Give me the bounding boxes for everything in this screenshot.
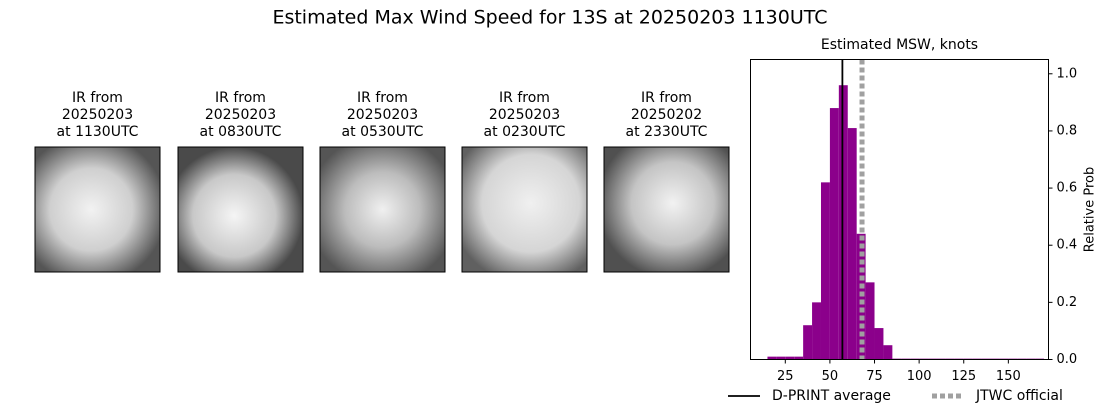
bar (874, 328, 884, 360)
y-tick-label: 1.0 (1057, 66, 1078, 81)
y-tick-label: 0.2 (1057, 295, 1078, 310)
panel-title: at 0830UTC (200, 124, 282, 140)
y-axis-label: Relative Prob (1083, 167, 1098, 252)
histogram-chart: Estimated MSW, knots 25 50 75 100 125 150 0.0 0.… (728, 37, 1098, 404)
bar (794, 356, 804, 360)
panel-title: at 1130UTC (57, 124, 139, 140)
ir-image (461, 146, 588, 273)
panel-title: at 0530UTC (342, 124, 424, 140)
y-tick-label: 0.8 (1057, 123, 1078, 138)
legend-label: JTWC official (975, 388, 1063, 404)
panel-title: 20250203 (62, 107, 133, 123)
bar (776, 356, 786, 360)
panel-title: 20250203 (205, 107, 276, 123)
x-tick-label: 150 (996, 369, 1021, 384)
bar (847, 128, 857, 360)
panel-title: IR from (499, 90, 550, 106)
x-tick-label: 50 (822, 369, 839, 384)
y-tick-label: 0.6 (1057, 181, 1078, 196)
ir-image (34, 146, 161, 273)
figure-title: Estimated Max Wind Speed for 13S at 2025… (272, 7, 827, 29)
y-tick-label: 0.4 (1057, 238, 1078, 253)
y-tick-label: 0.0 (1057, 352, 1078, 367)
panel-title: 20250203 (347, 107, 418, 123)
panel-title: 20250202 (631, 107, 702, 123)
bar (856, 233, 866, 360)
panel-title: IR from (357, 90, 408, 106)
chart-title: Estimated MSW, knots (821, 37, 978, 53)
panel-title: IR from (641, 90, 692, 106)
bar (803, 325, 813, 360)
panel-title: IR from (215, 90, 266, 106)
x-tick-label: 125 (951, 369, 976, 384)
bar (812, 302, 821, 360)
bar (865, 282, 875, 360)
panel-title: at 0230UTC (484, 124, 566, 140)
panel-title: 20250203 (489, 107, 560, 123)
ir-image (603, 146, 730, 273)
panel-title: IR from (72, 90, 123, 106)
bar (785, 356, 795, 360)
x-tick-label: 100 (907, 369, 932, 384)
x-tick-label: 75 (866, 369, 883, 384)
panel-title: at 2330UTC (626, 124, 708, 140)
bar (820, 182, 830, 360)
legend-label: D-PRINT average (772, 388, 891, 404)
ir-image (319, 146, 446, 273)
bar (767, 356, 777, 360)
bar (829, 108, 839, 360)
plot-frame (750, 59, 1049, 360)
x-tick-label: 25 (777, 369, 794, 384)
bar (883, 345, 893, 360)
ir-image (177, 146, 304, 273)
